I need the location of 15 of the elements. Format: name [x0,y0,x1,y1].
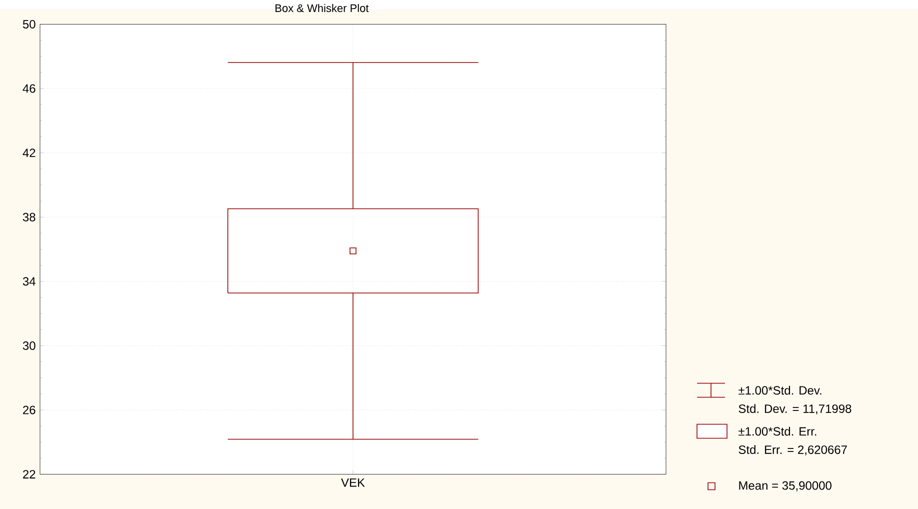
y-tick-label: 22 [23,470,36,478]
y-tick-label: 38 [22,212,36,222]
y-tick-label: 50 [22,20,36,28]
y-tick-label: 46 [22,84,36,93]
y-tick-label: 34 [22,277,36,286]
y-tick-label: 42 [22,148,36,157]
text: Std. Dev. = 11,71998 [738,404,852,414]
text: ±1.00*Std. Dev. [738,386,822,395]
text: Std. Err. = 2,620667 [738,445,847,456]
y-tick-label: 30 [22,341,36,350]
x-tick-label: VEK [341,478,365,487]
text: Mean = 35,90000 [739,481,832,492]
text: ±1.00*Std. Err. [738,426,816,436]
y-tick-label: 26 [23,406,36,414]
chart-title: Box & Whisker Plot [276,4,369,12]
